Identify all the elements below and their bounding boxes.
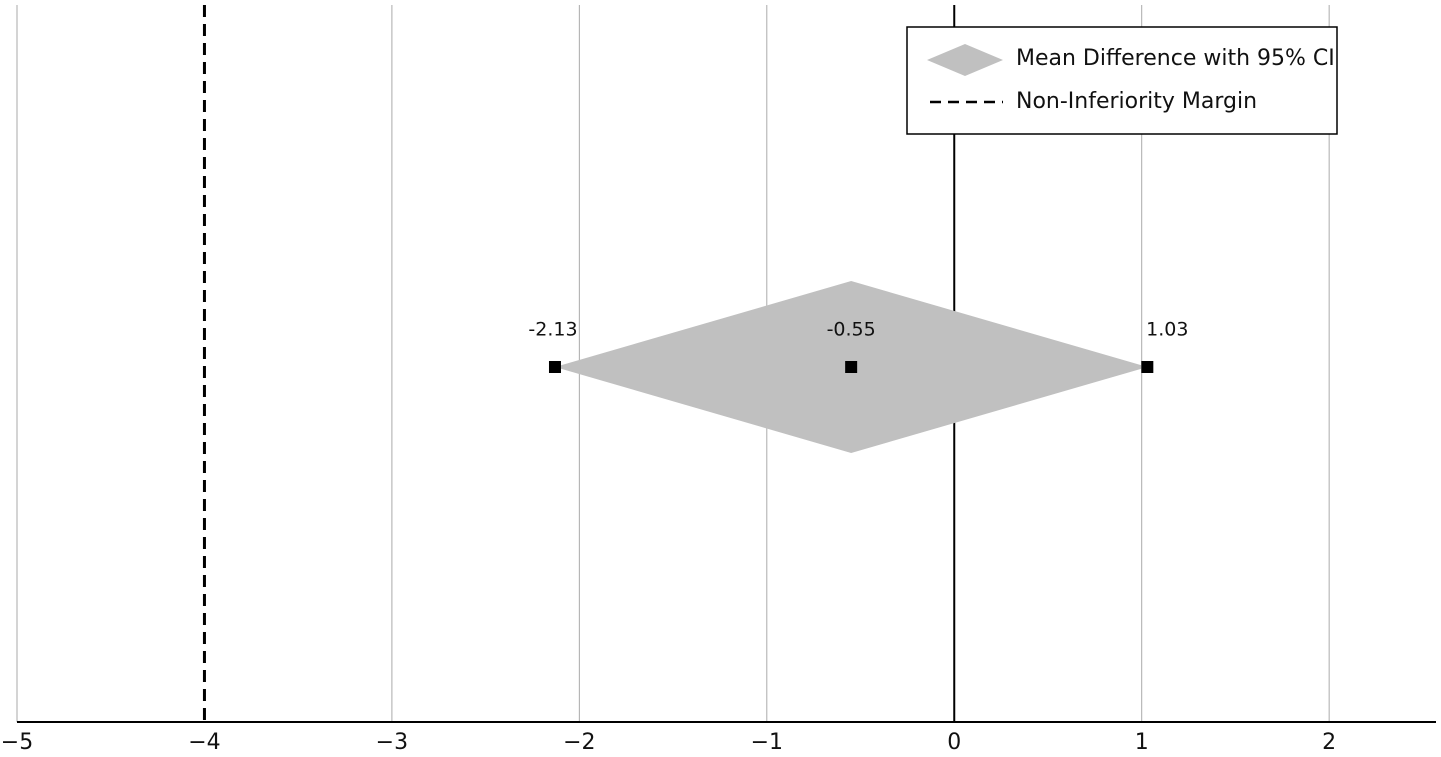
legend-label: Mean Difference with 95% CI [1016, 46, 1335, 71]
x-tick-label: 1 [1135, 730, 1149, 755]
ci-point [1141, 361, 1154, 373]
x-tick-label: 2 [1322, 730, 1336, 755]
x-tick-label: −1 [751, 730, 783, 755]
ci-point [548, 361, 561, 373]
x-tick-label: −3 [376, 730, 408, 755]
legend-box [906, 26, 1338, 135]
data-label: -0.55 [827, 319, 876, 341]
legend-swatch [927, 44, 1003, 76]
data-label: -2.13 [528, 319, 577, 341]
x-tick-label: −4 [188, 730, 220, 755]
x-tick-label: −2 [563, 730, 595, 755]
x-tick-label: 0 [947, 730, 961, 755]
x-tick-label: −5 [1, 730, 33, 755]
legend-label: Non-Inferiority Margin [1016, 89, 1257, 114]
data-label: 1.03 [1146, 319, 1188, 341]
ci-point [845, 361, 858, 373]
